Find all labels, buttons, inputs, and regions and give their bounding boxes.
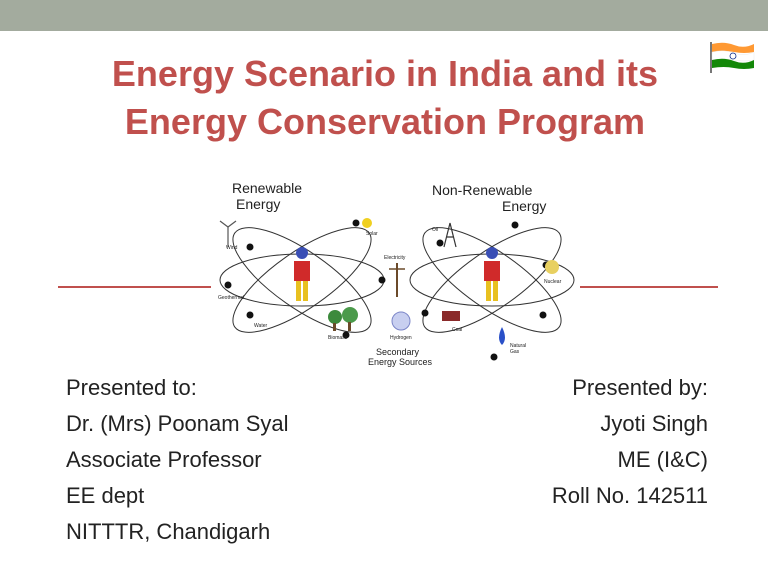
nonrenewable-figure-icon <box>484 247 500 301</box>
geothermal-label: Geothermal <box>218 295 244 301</box>
biomass-label: Biomass <box>328 335 348 341</box>
electricity-label: Electricity <box>384 255 406 261</box>
india-flag-icon <box>710 42 755 73</box>
gas-flame-icon <box>499 327 505 345</box>
presented-to-institute: NITTTR, Chandigarh <box>66 519 271 544</box>
nuclear-icon <box>545 260 559 274</box>
presented-by-heading: Presented by: <box>572 375 708 400</box>
solar-label: Solar <box>366 231 378 237</box>
coal-icon <box>442 311 460 321</box>
presented-by-course: ME (I&C) <box>617 447 708 472</box>
oil-rig-icon <box>443 222 457 248</box>
presented-to-name: Dr. (Mrs) Poonam Syal <box>66 411 289 436</box>
sun-icon <box>362 218 372 228</box>
natural-gas-label-1: Natural <box>510 343 526 349</box>
hydrogen-label: Hydrogen <box>390 335 412 341</box>
presented-to-block: Presented to: Dr. (Mrs) Poonam Syal Asso… <box>66 370 386 550</box>
wind-label: Wind <box>226 245 238 251</box>
secondary-label-1: Secondary <box>376 347 420 357</box>
energy-sources-diagram: Renewable Energy Non-Renewable Energy Wi… <box>218 180 575 367</box>
water-label: Water <box>254 323 267 329</box>
presented-to-designation: Associate Professor <box>66 447 262 472</box>
presented-by-name: Jyoti Singh <box>600 411 708 436</box>
top-bar <box>0 0 768 31</box>
presented-by-roll: Roll No. 142511 <box>551 483 708 508</box>
electron-dots <box>224 219 550 361</box>
renewable-label-1: Renewable <box>232 180 302 196</box>
wind-turbine-icon <box>219 220 237 247</box>
oil-label: Oil <box>432 227 438 233</box>
hydrogen-icon <box>391 311 411 331</box>
presented-by-block: Presented by: Jyoti Singh ME (I&C) Roll … <box>430 370 708 514</box>
presented-to-department: EE dept <box>66 483 145 508</box>
title-line-1: Energy Scenario in India and its <box>111 53 659 94</box>
renewable-figure-icon <box>294 247 310 301</box>
presented-to-heading: Presented to: <box>66 375 197 400</box>
natural-gas-label-2: Gas <box>510 349 520 355</box>
nonrenewable-label-1: Non-Renewable <box>432 182 533 198</box>
slide-title: Energy Scenario in India and its Energy … <box>40 50 730 146</box>
divider-left <box>58 286 211 288</box>
tree-icon <box>328 307 358 331</box>
coal-label: Coal <box>452 327 462 333</box>
nonrenewable-label-2: Energy <box>502 198 546 214</box>
secondary-label-2: Energy Sources <box>368 357 433 367</box>
power-pole-icon <box>389 263 405 297</box>
title-line-2: Energy Conservation Program <box>124 101 646 142</box>
nuclear-label: Nuclear <box>544 279 562 285</box>
divider-right <box>580 286 718 288</box>
renewable-label-2: Energy <box>236 196 280 212</box>
